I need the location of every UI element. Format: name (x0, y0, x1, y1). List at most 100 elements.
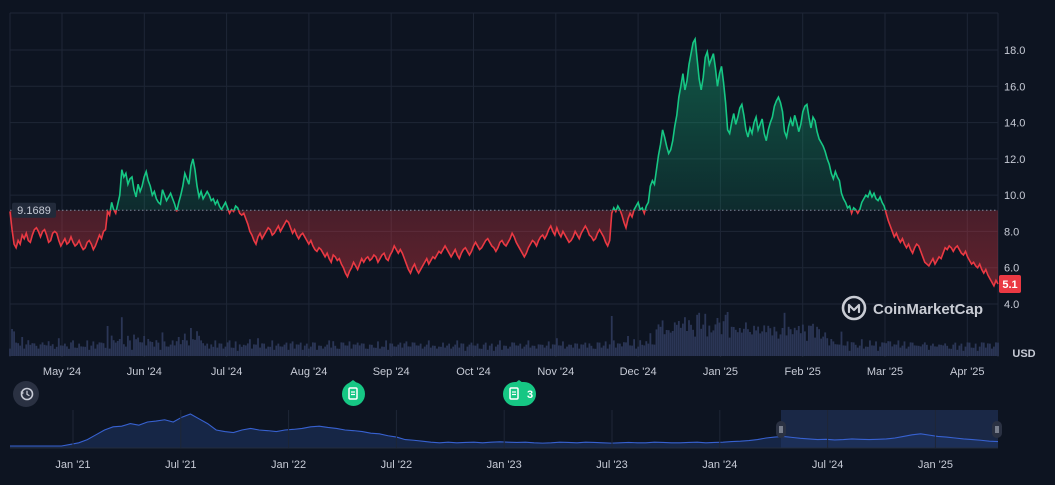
volume-bar (600, 347, 603, 356)
volume-bar (405, 341, 408, 356)
volume-bar (724, 314, 727, 356)
range-navigator[interactable]: Jan '21 Jul '21 Jan '22 Jul '22 Jan '23 Jul '… (10, 410, 1002, 471)
volume-bar (875, 341, 877, 356)
news-marker-1[interactable] (342, 380, 365, 406)
volume-bar (15, 342, 17, 356)
volume-bar (879, 346, 881, 356)
volume-bar (444, 347, 446, 356)
volume-bar (436, 348, 438, 356)
volume-bar (131, 349, 133, 356)
volume-bar (681, 323, 684, 356)
volume-bar (637, 346, 640, 356)
volume-bar (196, 331, 198, 356)
navigator-x-tick-label: Jan '21 (55, 459, 90, 471)
volume-bar (541, 344, 544, 356)
volume-bar (240, 346, 243, 356)
volume-bar (78, 343, 81, 356)
volume-bar (722, 321, 725, 356)
volume-bar (257, 338, 259, 356)
volume-bar (789, 329, 792, 356)
volume-bar (793, 327, 796, 356)
volume-bar (757, 326, 760, 356)
volume-bar (151, 342, 154, 356)
volume-bar (854, 344, 857, 356)
volume-bar (799, 333, 802, 356)
volume-bar (255, 344, 257, 356)
volume-bar (395, 346, 398, 356)
x-tick-label: Jun '24 (127, 366, 162, 378)
volume-bar (198, 335, 200, 356)
last-price-badge: 5.1 (999, 275, 1021, 294)
volume-bar (736, 332, 739, 356)
volume-bar (806, 340, 808, 356)
volume-bar (289, 343, 292, 356)
volume-bar (411, 342, 414, 356)
y-tick-label: 14.0 (1004, 118, 1025, 130)
volume-bar (911, 342, 914, 356)
volume-bar (850, 342, 853, 356)
volume-bar (586, 347, 589, 356)
navigator-handle-right[interactable] (992, 421, 1002, 438)
volume-bar (303, 345, 306, 356)
volume-bar (214, 340, 217, 356)
volume-bar (283, 344, 286, 356)
volume-bar (917, 345, 920, 356)
volume-bar (539, 344, 542, 356)
volume-bar (568, 344, 570, 356)
coinmarketcap-wordmark: CoinMarketCap (873, 301, 983, 318)
volume-bar (842, 345, 845, 356)
volume-bar (932, 343, 934, 356)
volume-bar (425, 344, 428, 356)
y-tick-label: 16.0 (1004, 81, 1025, 93)
volume-bar (974, 343, 977, 356)
volume-bar (403, 343, 406, 356)
volume-bar (982, 342, 985, 356)
volume-bar (273, 349, 276, 356)
volume-bar (39, 344, 42, 356)
volume-bar (730, 326, 733, 356)
volume-bar (783, 312, 786, 356)
volume-bar (450, 348, 453, 356)
x-tick-label: Apr '25 (950, 366, 985, 378)
volume-bar (893, 344, 896, 356)
news-marker-2[interactable]: 3 (503, 380, 536, 406)
volume-bar (643, 345, 646, 356)
volume-bar (647, 343, 650, 356)
navigator-handle-left[interactable] (776, 421, 786, 438)
volume-bar (671, 331, 674, 356)
volume-bar (312, 342, 314, 356)
history-button[interactable] (13, 381, 39, 407)
volume-bar (389, 343, 392, 356)
volume-bar (714, 324, 717, 356)
document-icon (348, 387, 358, 400)
volume-bar (159, 349, 162, 356)
volume-bar (578, 348, 581, 356)
volume-bar (997, 342, 999, 356)
volume-bar (684, 317, 686, 356)
volume-bar (59, 345, 62, 356)
volume-bar (37, 348, 40, 356)
volume-bar (110, 335, 113, 356)
volume-bar (557, 345, 560, 356)
volume-bar (334, 345, 337, 356)
x-tick-label: Oct '24 (456, 366, 491, 378)
news-marker-count: 3 (527, 389, 533, 401)
volume-bar (860, 339, 863, 356)
volume-bar (598, 342, 601, 356)
volume-bar (94, 348, 97, 356)
volume-bar (379, 348, 381, 356)
volume-bar (869, 340, 871, 356)
volume-bar (216, 347, 219, 356)
volume-bar (458, 347, 461, 356)
volume-bar (356, 342, 359, 356)
volume-bar (549, 348, 552, 356)
volume-bar (185, 340, 188, 356)
volume-bar (566, 346, 568, 356)
volume-bar (533, 345, 536, 356)
volume-bar (991, 348, 993, 356)
volume-bar (769, 328, 772, 356)
volume-bar (440, 346, 442, 356)
volume-bar (828, 345, 831, 356)
